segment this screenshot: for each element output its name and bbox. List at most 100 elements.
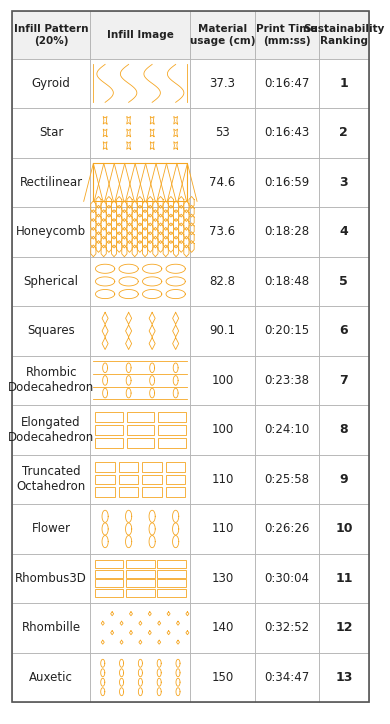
Bar [12,603,90,653]
Text: 100: 100 [211,424,234,437]
Bar [190,603,255,653]
Bar [12,11,90,59]
Text: 0:32:52: 0:32:52 [264,621,309,634]
Text: 0:16:47: 0:16:47 [264,77,309,90]
Bar [12,355,90,405]
Bar [157,570,186,578]
Text: 5: 5 [339,275,348,288]
Bar [255,455,319,504]
Bar [319,355,369,405]
Bar [255,256,319,306]
Bar [90,108,190,158]
Bar [255,207,319,257]
Bar [190,158,255,207]
Bar [12,158,90,207]
Bar [319,504,369,554]
Bar [190,207,255,257]
Bar [255,158,319,207]
Bar [127,413,154,422]
Bar [190,554,255,603]
Bar [126,570,155,578]
Bar [127,437,154,447]
Bar [319,256,369,306]
Bar [90,504,190,554]
Bar [166,462,185,472]
Bar [255,11,319,59]
Bar [319,59,369,108]
Bar [255,603,319,653]
Text: 0:23:38: 0:23:38 [264,374,309,387]
Text: 9: 9 [340,473,348,486]
Text: Honeycomb: Honeycomb [16,225,86,238]
Bar [12,108,90,158]
Text: 90.1: 90.1 [209,324,236,337]
Bar [255,554,319,603]
Bar [90,455,190,504]
Bar [319,603,369,653]
Bar [157,589,186,597]
Bar [142,474,162,484]
Text: Elongated
Dodecahedron: Elongated Dodecahedron [8,416,94,444]
Text: 0:25:58: 0:25:58 [264,473,309,486]
Text: Star: Star [39,127,63,140]
Bar [95,570,124,578]
Bar [12,207,90,257]
Text: 12: 12 [335,621,353,634]
Text: 140: 140 [211,621,234,634]
Bar [119,487,138,497]
Bar [96,462,115,472]
Bar [190,256,255,306]
Text: 11: 11 [335,572,353,585]
Text: 0:20:15: 0:20:15 [264,324,309,337]
Bar [95,560,124,568]
Text: 13: 13 [335,671,353,684]
Bar [90,355,190,405]
Text: 0:24:10: 0:24:10 [264,424,309,437]
Text: 74.6: 74.6 [209,176,236,189]
Text: 0:34:47: 0:34:47 [264,671,309,684]
Bar [95,437,123,447]
Bar [90,207,190,257]
Bar [158,425,186,435]
Bar [142,462,162,472]
Text: 0:18:28: 0:18:28 [264,225,309,238]
Bar [126,579,155,587]
Bar [95,413,123,422]
Text: Flower: Flower [32,523,71,536]
Text: Material
usage (cm): Material usage (cm) [190,24,255,46]
Bar [190,11,255,59]
Bar [95,425,123,435]
Bar [255,306,319,355]
Bar [190,355,255,405]
Text: 1: 1 [339,77,348,90]
Bar [126,589,155,597]
Text: 82.8: 82.8 [209,275,236,288]
Text: Print Time
(mm:ss): Print Time (mm:ss) [256,24,317,46]
Bar [90,306,190,355]
Text: 6: 6 [340,324,348,337]
Bar [190,59,255,108]
Text: Rhombille: Rhombille [21,621,81,634]
Text: 0:30:04: 0:30:04 [264,572,309,585]
Bar [166,474,185,484]
Bar [119,462,138,472]
Text: 7: 7 [339,374,348,387]
Bar [90,59,190,108]
Bar [319,158,369,207]
Bar [142,487,162,497]
Text: Infill Image: Infill Image [107,30,174,40]
Bar [90,256,190,306]
Text: Infill Pattern
(20%): Infill Pattern (20%) [14,24,89,46]
Bar [319,108,369,158]
Text: 150: 150 [211,671,234,684]
Bar [190,108,255,158]
Bar [96,474,115,484]
Bar [166,487,185,497]
Text: Truncated
Octahedron: Truncated Octahedron [16,466,86,494]
Text: 3: 3 [340,176,348,189]
Text: Sustainability
Ranking: Sustainability Ranking [303,24,385,46]
Text: 0:16:59: 0:16:59 [264,176,309,189]
Text: 73.6: 73.6 [209,225,236,238]
Text: Rhombic
Dodecahedron: Rhombic Dodecahedron [8,366,94,395]
Text: Gyroid: Gyroid [32,77,71,90]
